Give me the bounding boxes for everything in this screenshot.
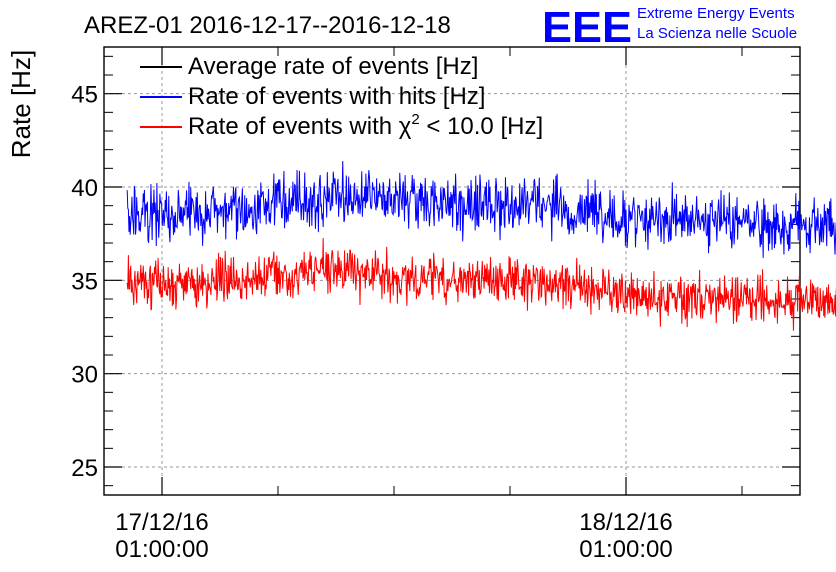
plot-frame <box>103 46 801 496</box>
y-tick-label: 25 <box>71 455 98 482</box>
y-tick-label: 35 <box>71 268 98 295</box>
x-tick-label-date: 17/12/16 <box>115 509 208 536</box>
tick-labels: 253035404517/12/1601:00:0018/12/1601:00:… <box>71 82 672 563</box>
legend: Average rate of events [Hz] Rate of event… <box>140 53 543 140</box>
legend-entry-0: Average rate of events [Hz] <box>188 53 478 80</box>
chart-title: AREZ-01 2016-12-17--2016-12-18 <box>84 12 451 39</box>
y-tick-label: 40 <box>71 175 98 202</box>
legend-entry-1: Rate of events with hits [Hz] <box>188 83 485 110</box>
series-lines <box>126 160 836 331</box>
x-tick-label-time: 01:00:00 <box>115 536 208 563</box>
series-line-1 <box>126 160 836 258</box>
axis-ticks <box>104 47 800 495</box>
series-line-2 <box>126 238 836 331</box>
y-axis-label: Rate [Hz] <box>6 50 36 158</box>
logo-letters: EEE <box>542 3 632 52</box>
legend-entry-2: Rate of events with χ2 < 10.0 [Hz] <box>188 111 543 140</box>
y-tick-label: 30 <box>71 362 98 389</box>
y-tick-label: 45 <box>71 82 98 109</box>
logo-line-2: La Scienza nelle Scuole <box>637 25 797 42</box>
eee-logo: EEE Extreme Energy Events La Scienza nel… <box>542 3 797 52</box>
x-tick-label-date: 18/12/16 <box>579 509 672 536</box>
logo-line-1: Extreme Energy Events <box>637 5 795 22</box>
x-tick-label-time: 01:00:00 <box>579 536 672 563</box>
